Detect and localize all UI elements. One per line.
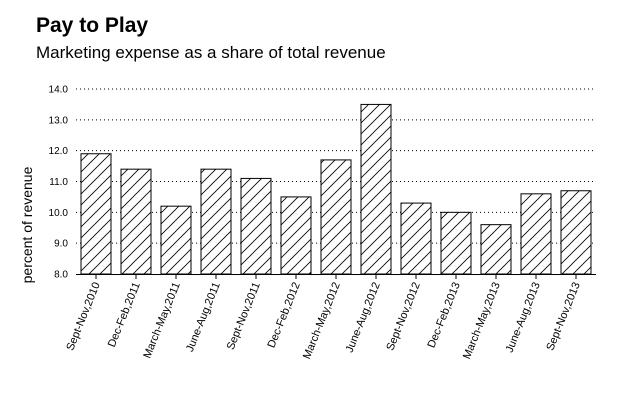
y-tick-label: 11.0 [49, 177, 68, 188]
bar [200, 168, 232, 275]
x-tick-label: Dec-Feb,2011 [106, 281, 143, 349]
bar [320, 159, 352, 275]
x-tick-label: Dec-Feb,2013 [426, 281, 463, 350]
y-tick-label: 9.0 [54, 239, 68, 250]
bar [360, 103, 392, 275]
x-tick-label: June-Aug,2013 [504, 281, 543, 355]
bars [80, 103, 592, 275]
chart-subtitle: Marketing expense as a share of total re… [36, 43, 386, 62]
y-tick-label: 12.0 [49, 146, 69, 157]
x-tick-label: March-May,2013 [461, 281, 503, 361]
x-tick-label: Sept-Nov,2012 [384, 281, 422, 353]
bar [400, 202, 432, 275]
y-tick-label: 8.0 [54, 270, 68, 281]
bar [240, 177, 272, 275]
x-tick-label: March-May,2011 [141, 281, 182, 361]
y-tick-label: 10.0 [49, 208, 69, 219]
bar [80, 153, 112, 275]
bar [440, 211, 472, 275]
bar [560, 190, 592, 275]
x-tick-label: Dec-Feb,2012 [266, 281, 303, 350]
y-tick-label: 13.0 [49, 115, 69, 126]
y-axis-label: percent of revenue [19, 166, 35, 283]
y-tick-label: 14.0 [49, 85, 69, 96]
bar [520, 193, 552, 275]
bar [480, 224, 512, 275]
x-tick-label: Sept-Nov,2013 [544, 281, 582, 353]
x-tick-label: March-May,2012 [301, 281, 343, 361]
x-tick-label: Sept-Nov,2011 [225, 281, 263, 352]
bar [120, 168, 152, 275]
bar [280, 196, 312, 275]
x-tick-label: June-Aug,2011 [184, 281, 223, 354]
chart-title: Pay to Play [36, 14, 149, 37]
bar [160, 205, 192, 275]
x-tick-label: June-Aug,2012 [344, 281, 383, 355]
x-tick-label: Sept-Nov,2010 [64, 281, 102, 353]
